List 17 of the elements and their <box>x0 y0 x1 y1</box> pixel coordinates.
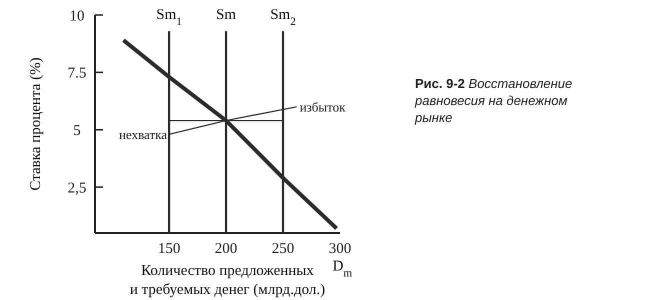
annotation: нехватка <box>119 126 168 142</box>
x-tick-label: 250 <box>272 241 294 257</box>
y-tick-label: 2,5 <box>68 180 86 196</box>
x-tick-label: 300 <box>328 241 352 257</box>
x-tick-label: 200 <box>214 241 238 257</box>
series-label: Sm$_{1}$ <box>156 7 182 28</box>
series-label: Sm$_{2}$ <box>270 7 296 28</box>
annotation: избыток <box>300 99 346 114</box>
y-tick-label: 7.5 <box>68 66 86 82</box>
y-tick-label: 5 <box>73 122 81 139</box>
x-axis-title: Количество предложенных и требуемых денег (млрд.дол.) <box>130 263 326 298</box>
y-axis-title: Ставка процента (%) <box>28 57 44 191</box>
y-tick-label: 10 <box>70 8 84 24</box>
series-label: Sm <box>216 7 236 24</box>
text: D$_{m}$ <box>332 258 352 280</box>
text: Рис. 9-2 Восстановление равновесия на денежном рынке <box>415 76 572 125</box>
x-tick-label: 150 <box>158 241 180 257</box>
